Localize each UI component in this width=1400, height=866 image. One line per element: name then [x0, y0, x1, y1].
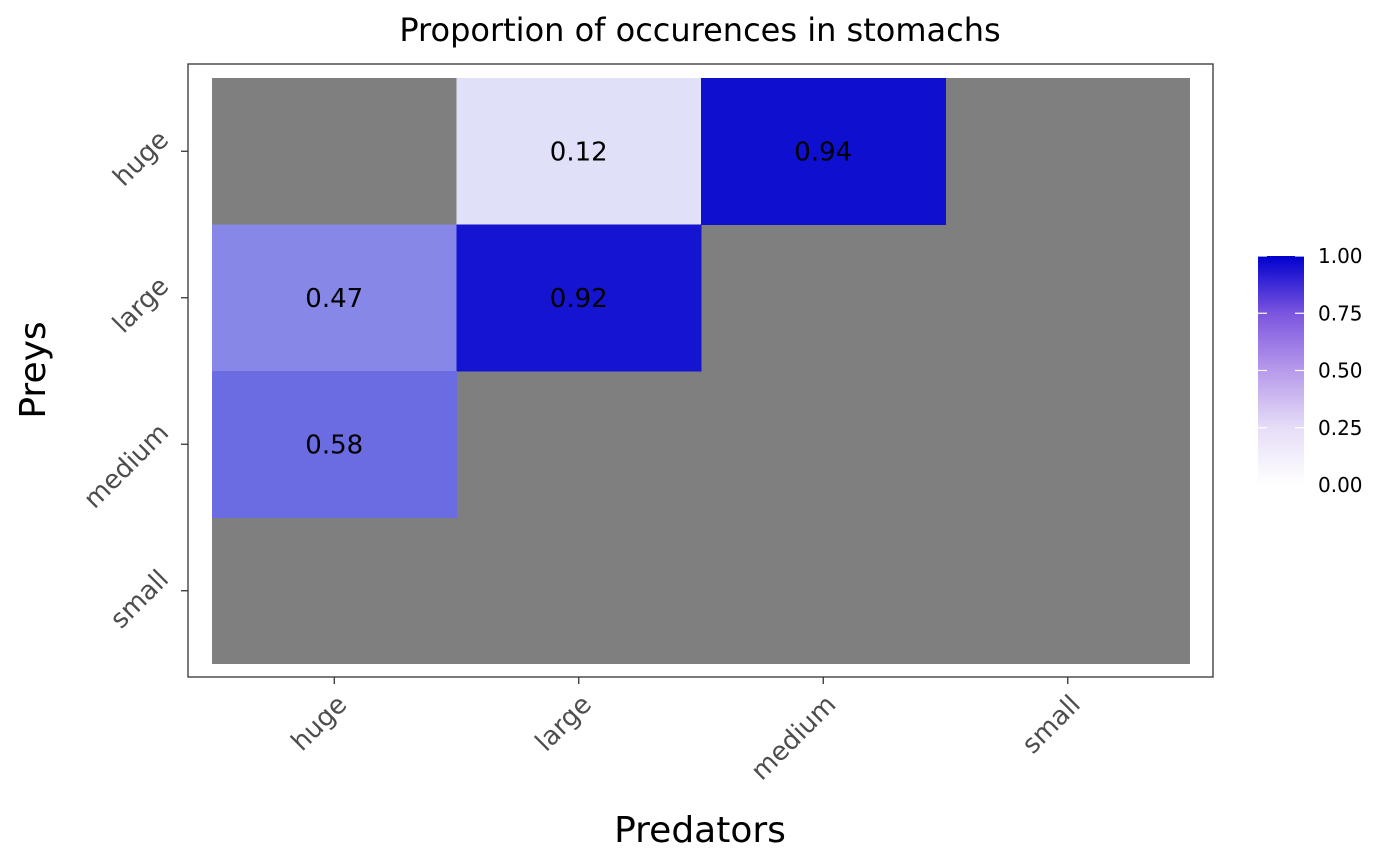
legend-tick-label: 0.50 — [1318, 359, 1363, 383]
heatmap-cell — [456, 224, 702, 372]
y-tick-label: small — [105, 564, 175, 634]
x-tick-label: large — [530, 690, 598, 758]
x-axis-title: Predators — [614, 810, 786, 851]
heatmap-cell — [701, 78, 946, 225]
heatmap-cell — [212, 371, 457, 518]
cell-value-label: 0.92 — [550, 284, 608, 314]
y-axis-title: Preys — [13, 321, 54, 418]
legend-tick-label: 0.25 — [1318, 416, 1363, 440]
x-tick-label: small — [1017, 690, 1087, 760]
x-axis: huge large medium small — [286, 677, 1087, 787]
heatmap-cell — [212, 224, 457, 372]
cell-value-label: 0.12 — [550, 137, 608, 167]
cell-value-label: 0.94 — [794, 137, 852, 167]
heatmap-cell — [456, 78, 702, 225]
x-tick-label: huge — [286, 690, 354, 758]
y-axis: huge large medium small — [78, 125, 188, 635]
cell-value-label: 0.47 — [305, 284, 363, 314]
color-legend: 0.00 0.25 0.50 0.75 1.00 — [1258, 244, 1363, 497]
legend-tick-label: 0.75 — [1318, 301, 1363, 325]
cell-value-label: 0.58 — [305, 430, 363, 460]
chart-title: Proportion of occurences in stomachs — [399, 11, 1000, 49]
heatmap-cells — [212, 78, 1190, 664]
x-tick-label: medium — [745, 690, 842, 787]
y-tick-label: large — [107, 271, 175, 339]
legend-tick-label: 1.00 — [1318, 244, 1363, 268]
y-tick-label: medium — [78, 418, 175, 515]
plot-panel-border — [187, 63, 1214, 678]
legend-tick-label: 0.00 — [1318, 473, 1363, 497]
cell-value-labels: 0.12 0.94 0.47 0.92 0.58 — [305, 137, 852, 460]
y-tick-label: huge — [107, 125, 175, 193]
